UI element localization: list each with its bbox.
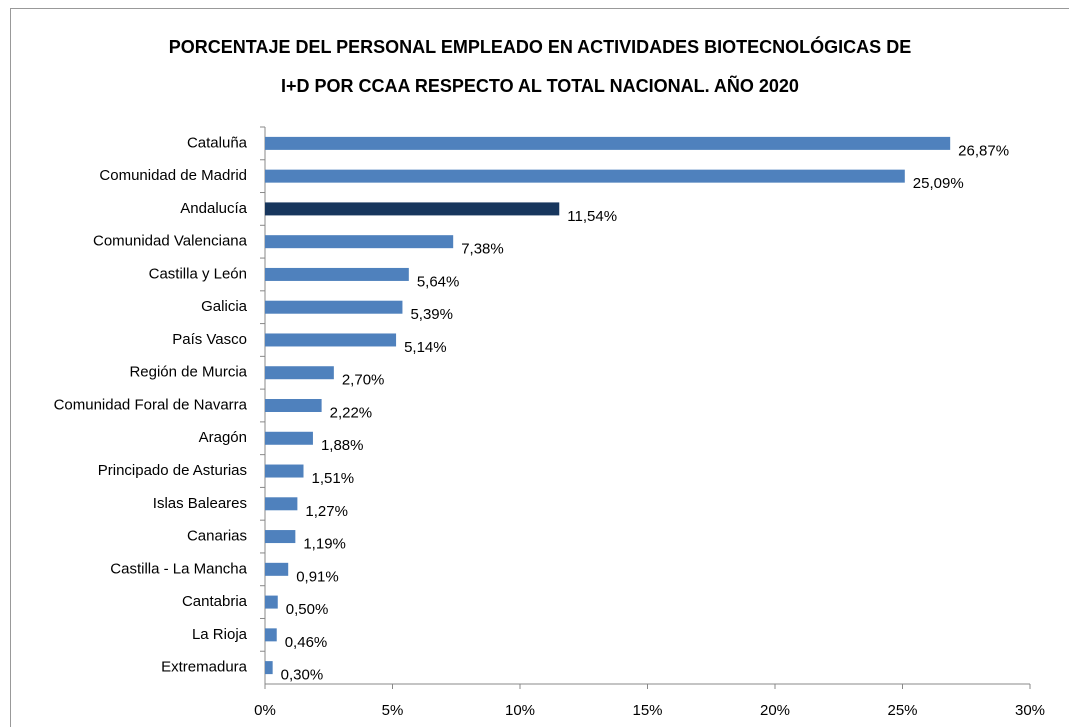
bar (265, 300, 403, 314)
chart-title: PORCENTAJE DEL PERSONAL EMPLEADO EN ACTI… (169, 36, 911, 57)
data-label: 7,38% (461, 241, 504, 258)
y-tick-label: La Rioja (192, 626, 248, 643)
data-label: 0,50% (286, 601, 329, 618)
data-label: 5,39% (410, 306, 453, 323)
y-tick-label: Comunidad de Madrid (99, 167, 247, 184)
x-tick-label: 20% (760, 702, 790, 719)
data-label: 1,19% (303, 536, 346, 553)
x-tick-label: 5% (382, 702, 404, 719)
y-tick-label: Castilla - La Mancha (110, 560, 247, 577)
data-label: 5,14% (404, 339, 447, 356)
data-label: 5,64% (417, 273, 460, 290)
y-tick-label: Región de Murcia (129, 364, 247, 381)
data-label: 25,09% (913, 175, 964, 192)
chart-border (10, 8, 1069, 727)
x-tick-label: 15% (632, 702, 662, 719)
y-tick-label: Cataluña (187, 134, 248, 151)
bar (265, 431, 313, 445)
data-label: 1,51% (312, 470, 355, 487)
bar (265, 267, 409, 281)
bar (265, 366, 334, 380)
bar (265, 202, 560, 216)
y-tick-label: Galicia (201, 298, 248, 315)
bar (265, 562, 289, 576)
x-tick-label: 30% (1015, 702, 1045, 719)
bar (265, 595, 278, 609)
data-label: 0,46% (285, 634, 328, 651)
y-tick-label: Andalucía (180, 200, 247, 217)
bar (265, 399, 322, 412)
y-tick-label: Comunidad Foral de Navarra (54, 396, 248, 413)
bar (265, 136, 951, 150)
bar (265, 628, 277, 642)
data-label: 0,91% (296, 568, 339, 585)
data-label: 1,88% (321, 437, 364, 454)
bar (265, 169, 905, 183)
bar (265, 530, 296, 544)
x-tick-label: 0% (254, 702, 276, 719)
y-tick-label: Islas Baleares (153, 495, 247, 512)
y-tick-label: Castilla y León (149, 265, 247, 282)
y-tick-label: País Vasco (172, 331, 247, 348)
data-label: 0,30% (281, 667, 324, 684)
y-tick-label: Aragón (199, 429, 247, 446)
y-tick-label: Comunidad Valenciana (93, 233, 248, 250)
y-tick-label: Extremadura (161, 659, 248, 676)
y-tick-label: Principado de Asturias (98, 462, 247, 479)
bar (265, 497, 298, 511)
bar (265, 661, 273, 675)
y-tick-label: Cantabria (182, 593, 248, 610)
y-tick-label: Canarias (187, 528, 247, 545)
data-label: 11,54% (567, 208, 617, 225)
bar (265, 464, 304, 478)
chart-title: I+D POR CCAA RESPECTO AL TOTAL NACIONAL.… (281, 75, 799, 96)
data-label: 2,70% (342, 372, 385, 389)
bar (265, 235, 454, 249)
data-label: 1,27% (305, 503, 348, 520)
bar (265, 333, 397, 347)
data-label: 26,87% (958, 142, 1009, 159)
x-tick-label: 25% (887, 702, 917, 719)
data-label: 2,22% (330, 404, 373, 421)
x-tick-label: 10% (505, 702, 535, 719)
